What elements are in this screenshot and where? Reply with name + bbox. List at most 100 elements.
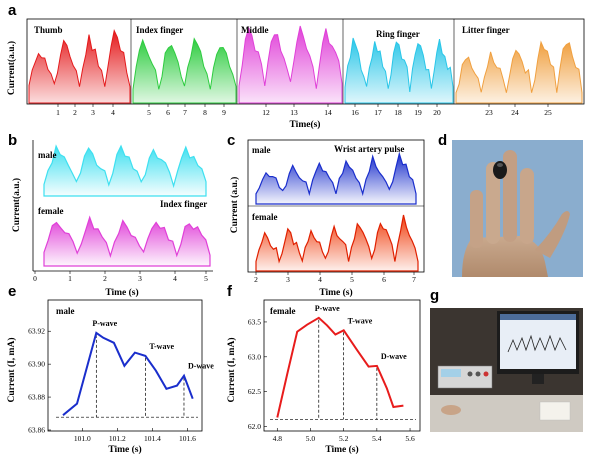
wave-annotation: T-wave [348, 316, 373, 325]
xtick-label: 101.4 [144, 434, 161, 443]
xtick-label: 5.4 [372, 434, 382, 443]
panel-b-site-label: Index finger [160, 199, 207, 209]
xtick-label: 4 [318, 275, 322, 284]
ytick-label: 63.0 [248, 352, 261, 361]
index-finger-signal [132, 37, 237, 104]
panel-c-male-label: male [252, 145, 271, 155]
xtick-label: 6 [382, 275, 386, 284]
xtick-label: 0 [33, 274, 37, 283]
panel-label-a: a [8, 2, 17, 19]
xtick-label: 2 [254, 275, 258, 284]
xtick-label: 7 [412, 275, 416, 284]
female-wrist-pulse-signal [255, 214, 419, 272]
segment-label-index: Index finger [136, 25, 183, 35]
ytick-label: 63.90 [28, 360, 45, 369]
panel-e-ylabel: Current (I, mA) [6, 338, 17, 403]
panel-e-annotations: P-wave T-wave D-wave [92, 319, 214, 371]
xtick-label: 101.6 [179, 434, 196, 443]
panel-label-c: c [227, 132, 235, 149]
xtick-label: 12 [262, 108, 270, 117]
panel-b-ylabel: Current(a.u.) [11, 178, 22, 232]
panel-label-d: d [438, 132, 447, 149]
panel-c-female-label: female [252, 212, 277, 222]
xtick-label: 19 [414, 108, 422, 117]
panel-a-ylabel: Current(a.u.) [6, 41, 17, 95]
xtick-label: 101.2 [109, 434, 126, 443]
xtick-label: 5 [204, 274, 208, 283]
wave-annotation: D-wave [381, 352, 407, 361]
segment-label-little: Litter finger [462, 25, 510, 35]
middle-finger-signal [238, 25, 343, 104]
female-index-finger-signal [43, 215, 211, 267]
xtick-label: 18 [394, 108, 402, 117]
xtick-label: 8 [203, 108, 207, 117]
male-wrist-pulse-signal [255, 151, 417, 205]
panel-c-ylabel: Current (a.u.) [229, 177, 240, 234]
xtick-label: 1 [56, 108, 60, 117]
panel-f-title: female [270, 306, 295, 316]
panel-c-xticks: 2 3 4 5 6 7 [254, 272, 416, 284]
panel-e-ticks: 101.0 101.2 101.4 101.6 63.86 63.88 63.90 63.92 [28, 327, 196, 443]
ytick-label: 63.5 [248, 317, 261, 326]
xtick-label: 4 [173, 274, 177, 283]
panel-label-e: e [8, 283, 16, 300]
hand-photo [452, 140, 583, 277]
panel-e-frame [47, 299, 203, 432]
xtick-label: 5 [350, 275, 354, 284]
panel-f-frame [263, 299, 421, 432]
xtick-label: 3 [286, 275, 290, 284]
panel-a-xlabel: Time(s) [290, 119, 321, 130]
ytick-label: 62.5 [248, 387, 261, 396]
panel-e-wave-markers [95, 334, 185, 418]
xtick-label: 25 [544, 108, 552, 117]
xtick-label: 14 [324, 108, 332, 117]
xtick-label: 2 [103, 274, 107, 283]
xtick-label: 24 [511, 108, 519, 117]
xtick-label: 3 [91, 108, 95, 117]
panel-f-ecg-line [276, 316, 404, 418]
panel-c-xlabel: Time (s) [319, 287, 352, 298]
xtick-label: 23 [485, 108, 493, 117]
lab-setup-photo [430, 308, 583, 432]
panel-label-g: g [430, 287, 439, 304]
xtick-label: 5.6 [405, 434, 415, 443]
little-finger-signal [455, 40, 583, 104]
panel-b-xticks: 0 1 2 3 4 5 [33, 271, 208, 283]
xtick-label: 4 [111, 108, 115, 117]
panel-f-annotations: P-wave T-wave D-wave [315, 304, 407, 361]
segment-label-ring: Ring finger [376, 29, 420, 39]
wave-annotation: D-wave [188, 362, 214, 371]
panel-label-f: f [227, 283, 233, 300]
segment-label-middle: Middle [241, 25, 269, 35]
thumb-signal [28, 29, 131, 104]
wave-annotation: T-wave [149, 342, 174, 351]
ring-finger-signal [344, 37, 454, 104]
ytick-label: 63.88 [28, 393, 45, 402]
panel-a-frame [26, 18, 585, 105]
segment-label-thumb: Thumb [34, 25, 63, 35]
panel-b-female-label: female [38, 206, 63, 216]
ytick-label: 63.86 [28, 426, 45, 435]
xtick-label: 5 [147, 108, 151, 117]
panel-a-xticks: 1 2 3 4 5 6 7 8 9 12 13 14 16 17 18 19 20 23 24 25 [56, 104, 552, 117]
xtick-label: 4.8 [273, 434, 283, 443]
panel-a-dividers [130, 19, 455, 104]
panel-c-site-label: Wrist artery pulse [334, 144, 404, 154]
panel-b-male-label: male [38, 150, 57, 160]
wave-annotation: P-wave [315, 304, 340, 313]
panel-b-xlabel: Time (s) [105, 287, 138, 298]
xtick-label: 13 [290, 108, 298, 117]
male-index-finger-signal [43, 144, 207, 197]
xtick-label: 5.0 [306, 434, 316, 443]
panel-f-wave-markers [318, 319, 378, 420]
xtick-label: 1 [68, 274, 72, 283]
xtick-label: 5.2 [339, 434, 349, 443]
xtick-label: 101.0 [74, 434, 91, 443]
ytick-label: 63.92 [28, 327, 45, 336]
panel-f-xlabel: Time (s) [325, 444, 358, 455]
xtick-label: 7 [183, 108, 187, 117]
xtick-label: 2 [73, 108, 77, 117]
panel-f-ticks: 4.8 5.0 5.2 5.4 5.6 62.0 62.5 63.0 63.5 [248, 317, 415, 443]
panel-f-ylabel: Current (I, mA) [226, 338, 237, 403]
